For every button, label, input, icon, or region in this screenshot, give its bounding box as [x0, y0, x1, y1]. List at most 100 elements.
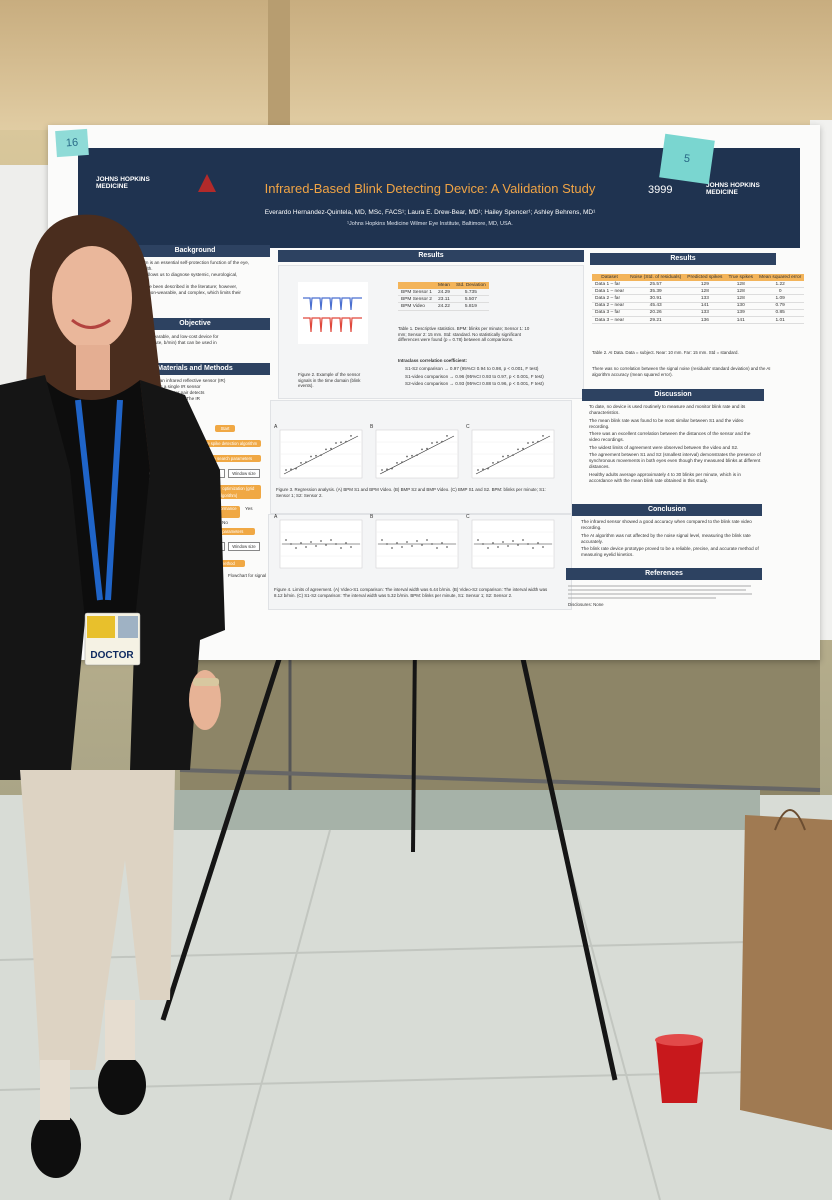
table-row: BPM Video 24.22 5.819	[398, 302, 489, 311]
section-heading: Results	[278, 250, 584, 262]
bullet-item: The mean blink rate was found to be most…	[589, 418, 762, 430]
plot-dot	[386, 543, 388, 545]
flow-step: Window size	[228, 542, 260, 551]
flow-step: Threshold	[195, 542, 225, 551]
plot-dot	[381, 539, 383, 541]
bullet-list: To date, no device is used routinely to …	[582, 404, 762, 484]
bullet-item: The infrared sensor showed a good accura…	[581, 519, 760, 531]
icc-heading: Intraclass correlation coefficient:	[398, 358, 468, 363]
table-cell: 30.91	[627, 294, 685, 303]
figure-caption: Figure 3. Regression analysis. (A) BPM S…	[276, 487, 546, 498]
plot-grid: A B C A B C	[274, 424, 555, 569]
plot-dot	[421, 448, 423, 451]
tile-line	[229, 829, 331, 1200]
figure-caption: Figure 2. Example of the sensor signals …	[298, 372, 361, 389]
table-row: Data 3 – near 29.21 136 141 1.01	[592, 316, 805, 325]
flow-step: Window size	[228, 469, 260, 478]
floor	[0, 795, 832, 1200]
plot-dot	[487, 547, 489, 549]
bullet-list: S1-S2 comparison → 0.97 (95%CI 0.94 to 0…	[398, 366, 578, 387]
table-cell: 1.09	[756, 294, 805, 303]
plot-dot	[436, 441, 438, 444]
figure-caption: Flowchart for signal	[228, 573, 267, 578]
plot-dot	[411, 454, 413, 457]
bullet-item: The AI algorithm was not affected by the…	[581, 533, 760, 545]
text-line: dynamics allows us to diagnose systemic,…	[125, 272, 238, 277]
plot-dot	[391, 547, 393, 549]
table-row: Data 1 – far 25.57 129 128 1.22	[592, 281, 805, 289]
plot-dot	[330, 447, 332, 450]
panel-letter: C	[466, 514, 470, 520]
plot-dot	[340, 547, 342, 549]
table-cell: Data 2 – far	[592, 294, 628, 303]
bullet-item: Healthy adults average approximately 4 t…	[589, 472, 762, 484]
plot-dot	[330, 539, 332, 541]
plot-dot	[446, 546, 448, 548]
plot-dot	[310, 541, 312, 543]
plot-dot	[441, 542, 443, 544]
plot-dot	[512, 540, 514, 542]
text-line: devices have been described in the liter…	[125, 284, 238, 289]
plot-dot	[310, 455, 312, 458]
easel-leg	[411, 639, 417, 853]
pillar	[268, 0, 290, 130]
table-header-cell: Predicted spikes	[684, 274, 726, 281]
table-cell: 5.507	[452, 295, 489, 304]
bullet-item: To date, no device is used routinely to …	[589, 404, 762, 416]
plot-dot	[482, 543, 484, 545]
poster-title: Infrared-Based Blink Detecting Device: A…	[264, 181, 596, 196]
red-cup	[656, 1040, 703, 1103]
plot-dot	[532, 441, 534, 444]
plot-dot	[396, 462, 398, 464]
plot-dot	[431, 543, 433, 545]
plot-dot	[315, 454, 317, 457]
plot-dot	[305, 546, 307, 548]
plot-dot	[406, 541, 408, 543]
easel-leg	[517, 644, 618, 1081]
plot-dot	[487, 467, 489, 470]
plot-dot	[507, 454, 509, 457]
plot-dot	[502, 455, 504, 458]
table-row: Data 1 – near 35.39 128 128 0	[592, 287, 805, 296]
background-text: mechanism is an essential self-protectio…	[125, 260, 270, 312]
authors: Everardo Hernandez-Quintela, MD, MSc, FA…	[264, 209, 596, 216]
plot-dot	[345, 542, 347, 544]
flow-step: Define search parameters	[195, 455, 261, 462]
panel-letter: C	[466, 424, 470, 430]
side-board	[0, 165, 48, 395]
table-row: Data 3 – far 20.26 133 139 0.85	[592, 309, 805, 317]
plot-dot	[396, 542, 398, 544]
table-1: Mean Std. Deviation BPM Sensor 1 24.29 5.735…	[398, 282, 489, 311]
table-cell: 24.29	[434, 289, 453, 297]
plot-dot	[340, 441, 342, 444]
plot-dot	[315, 545, 317, 547]
discussion-list: To date, no device is used routinely to …	[582, 404, 762, 504]
plot-dot	[532, 547, 534, 549]
plot-dot	[300, 462, 302, 464]
flow-label: No	[222, 520, 228, 525]
plot-dot	[482, 468, 484, 471]
plot-dot	[391, 467, 393, 470]
sticky-note: 16	[55, 128, 89, 158]
bullet-item: The blink rate device prototype proved t…	[581, 546, 760, 558]
plot-dot	[350, 435, 352, 437]
plot-dot	[522, 539, 524, 541]
plot-dot	[537, 440, 539, 443]
plot-dot	[537, 542, 539, 544]
table-header-cell: Mean squared error	[756, 274, 805, 281]
bullet-item: S2-video comparison → 0.93 (95%CI 0.88 t…	[405, 381, 578, 387]
plot-dot	[335, 543, 337, 545]
panel-letter: A	[274, 424, 278, 430]
plot-dot	[527, 543, 529, 545]
plot-dot	[320, 454, 322, 456]
table-cell: Data 3 – far	[592, 309, 628, 317]
objective-text: date a safe, wearable, and low-cost devi…	[125, 334, 270, 358]
bullet-list: The infrared sensor showed a good accura…	[574, 519, 760, 558]
bullet-item: S1-S2 comparison → 0.97 (95%CI 0.94 to 0…	[405, 366, 578, 372]
table-cell: Data 1 – near	[592, 287, 628, 296]
plot-dot	[477, 469, 479, 471]
table-cell: BPM Sensor 1	[398, 289, 435, 297]
table-cell: 128	[684, 287, 726, 296]
plot-dot	[416, 454, 418, 456]
plot-dot	[431, 442, 433, 444]
